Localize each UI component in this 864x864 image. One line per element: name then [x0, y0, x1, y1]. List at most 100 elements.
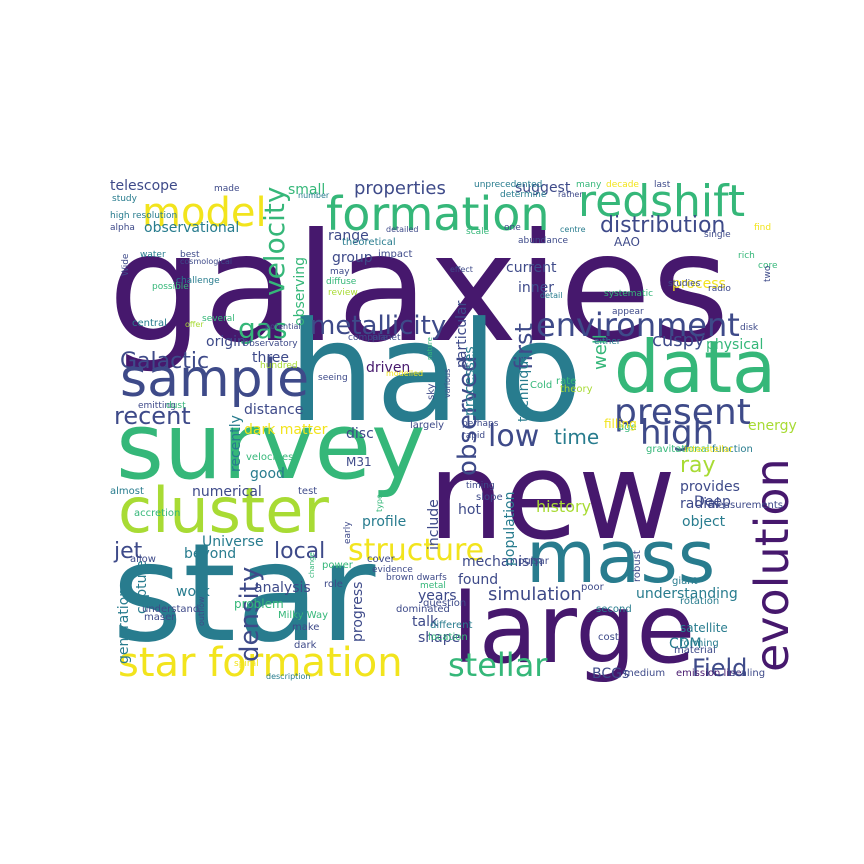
word-mass: mass — [526, 515, 715, 599]
word-several: several — [202, 314, 235, 324]
word-seeing: seeing — [318, 373, 348, 383]
word-single: single — [704, 230, 731, 240]
word-field: Field — [692, 654, 747, 682]
word-type: type — [375, 494, 384, 512]
word-cost: cost — [598, 632, 619, 643]
word-unprecedented: unprecedented — [474, 180, 542, 190]
word-dust: dust — [166, 401, 186, 411]
word-timing: timing — [466, 481, 495, 491]
word-detail: detail — [540, 291, 562, 300]
word-observing: observing — [292, 257, 308, 326]
word-satellite: satellite — [680, 621, 728, 635]
word-scaling: scaling — [730, 668, 765, 679]
word-slope: slope — [476, 492, 503, 503]
word-recently: recently — [228, 415, 244, 472]
word-perhaps: perhaps — [462, 419, 499, 429]
word-velocity: velocity — [258, 187, 291, 296]
word-universe: Universe — [202, 534, 264, 550]
word-test: test — [298, 486, 317, 497]
word-radio: radio — [708, 284, 731, 294]
word-made: made — [214, 184, 240, 194]
word-pulsar: pulsar — [518, 556, 550, 567]
word-well: well — [590, 334, 611, 370]
word-halo: halo — [288, 292, 583, 453]
word-poor: poor — [581, 582, 605, 593]
word-hundred: hundred — [260, 361, 298, 371]
word-observational: observational — [144, 220, 239, 236]
word-studies: studies — [668, 279, 701, 289]
word-work: work — [176, 584, 211, 600]
word-function: function — [712, 444, 753, 455]
word-analysis: analysis — [254, 580, 311, 596]
word-problem: problem — [234, 597, 284, 611]
word-beyond: beyond — [184, 546, 236, 562]
word-power: power — [322, 560, 354, 571]
word-almost: almost — [110, 486, 144, 497]
word-redshift: redshift — [578, 176, 745, 227]
word-robust: robust — [632, 550, 643, 582]
word-water: water — [140, 250, 166, 260]
word-population: population — [502, 492, 518, 567]
word-metallicity: metallicity — [310, 311, 446, 341]
word-inner: inner — [518, 280, 554, 296]
word-include: include — [426, 499, 442, 550]
word-data: data — [614, 325, 776, 409]
word-origin: origin — [206, 334, 246, 350]
word-dark-matter: dark matter — [244, 422, 328, 438]
word-rather: rather — [558, 190, 583, 199]
word-centre: centre — [560, 225, 586, 234]
word-measurements: measurements — [708, 500, 783, 511]
word-new: new — [428, 428, 676, 567]
word-bcgs: BCGs — [592, 666, 629, 682]
word-alpha: alpha — [110, 223, 135, 233]
word-giant: giant — [672, 576, 698, 587]
word-medium: medium — [624, 668, 665, 679]
word-may: may — [330, 267, 350, 277]
word-understand: understand — [142, 604, 199, 615]
word-cdm: CDM — [669, 636, 702, 652]
word-gravitational: gravitational — [646, 444, 709, 455]
word-telescope: telescope — [110, 178, 178, 194]
word-role: role — [324, 579, 343, 590]
word-structure: structure — [348, 533, 484, 568]
word-spiral: spiral — [234, 659, 259, 669]
word-question: question — [423, 598, 466, 609]
word-filling: filling — [604, 417, 637, 431]
word-accretion: accretion — [134, 508, 180, 519]
word-planet: planet — [372, 333, 401, 343]
word-present: present — [614, 392, 751, 433]
word-different: different — [430, 620, 473, 631]
word-location: location — [428, 632, 468, 643]
word-distance: distance — [244, 402, 303, 418]
word-talk: talk — [412, 614, 439, 630]
word-detailed: detailed — [386, 225, 418, 234]
word-cover: cover — [367, 554, 396, 565]
word-stellar: stellar — [448, 646, 548, 684]
word-compare: compare — [348, 333, 388, 343]
word-generation: generation — [116, 588, 132, 664]
word-metal: metal — [420, 581, 446, 591]
word-high: high — [640, 413, 714, 453]
word-allow: allow — [130, 554, 156, 565]
word-low: low — [488, 419, 539, 454]
word-energy: energy — [748, 418, 797, 434]
word-core: core — [758, 261, 778, 271]
word-appear: appear — [612, 307, 644, 317]
word-survey: survey — [116, 393, 426, 500]
word-sample: sample — [120, 349, 309, 409]
word-process: process — [672, 276, 726, 292]
word-sky: sky — [426, 383, 437, 400]
word-find: find — [754, 223, 771, 233]
word-early: early — [343, 521, 353, 544]
word-observed: observed — [453, 355, 483, 476]
word-capture: capture — [134, 560, 150, 614]
word-central: central — [132, 318, 167, 329]
word-understanding: understanding — [636, 586, 738, 602]
word-one: one — [504, 223, 521, 233]
word-hot: hot — [458, 502, 481, 518]
word-observatory: Observatory — [242, 339, 298, 349]
word-age: age — [618, 422, 637, 433]
word-maser: maser — [144, 612, 176, 623]
word-group: group — [332, 250, 373, 266]
word-formation: formation — [326, 187, 550, 241]
